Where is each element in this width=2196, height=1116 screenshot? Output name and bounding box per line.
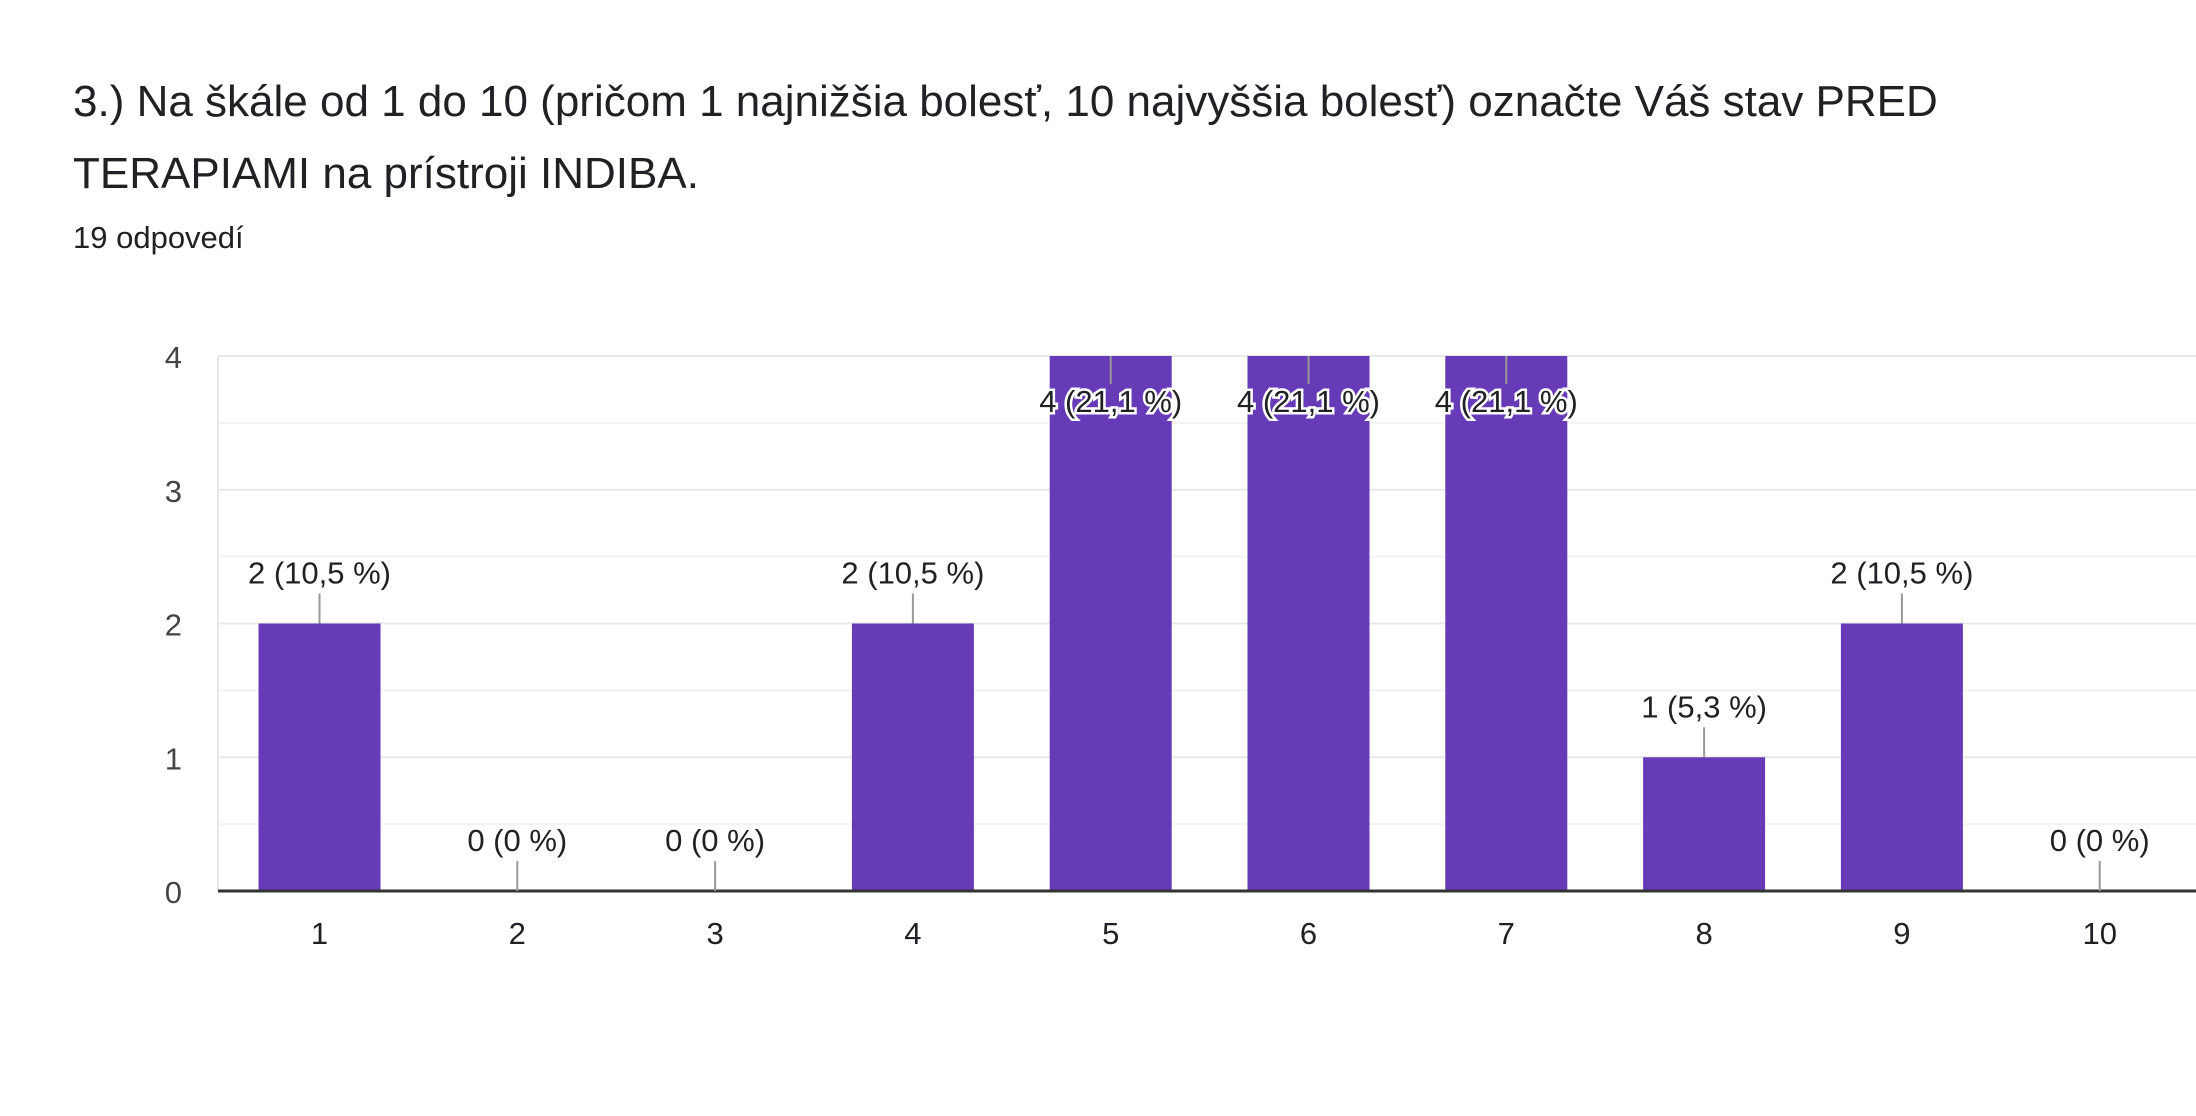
data-label: 0 (0 %) bbox=[665, 823, 765, 858]
bar bbox=[851, 623, 974, 891]
x-tick-label: 8 bbox=[1695, 916, 1712, 951]
x-tick-label: 9 bbox=[1893, 916, 1910, 951]
x-tick-label: 5 bbox=[1102, 916, 1119, 951]
chart-data-labels: 2 (10,5 %) 0 (0 %) 0 (0 %) 2 (10,5 %) 4 (21,… bbox=[248, 356, 2150, 891]
y-tick-label: 1 bbox=[165, 741, 182, 776]
data-label: 4 (21,1 %) bbox=[1237, 384, 1380, 419]
data-label: 4 (21,1 %) bbox=[1039, 384, 1182, 419]
question-title: 3.) Na škále od 1 do 10 (pričom 1 najniž… bbox=[73, 77, 1938, 198]
x-tick-label: 10 bbox=[2082, 916, 2116, 951]
data-label: 0 (0 %) bbox=[2050, 823, 2150, 858]
data-label: 2 (10,5 %) bbox=[1830, 556, 1973, 591]
bar bbox=[1445, 356, 1568, 891]
y-tick-label: 4 bbox=[165, 340, 182, 375]
bar bbox=[1643, 757, 1766, 891]
x-tick-label: 4 bbox=[904, 916, 921, 951]
data-label: 0 (0 %) bbox=[467, 823, 567, 858]
y-tick-label: 2 bbox=[165, 608, 182, 643]
x-tick-label: 3 bbox=[706, 916, 723, 951]
bar bbox=[258, 623, 381, 891]
data-label: 4 (21,1 %) bbox=[1435, 384, 1578, 419]
bar bbox=[1840, 623, 1963, 891]
data-label: 1 (5,3 %) bbox=[1641, 689, 1767, 724]
bar bbox=[1247, 356, 1370, 891]
y-tick-label: 0 bbox=[165, 875, 182, 910]
data-label: 2 (10,5 %) bbox=[248, 556, 391, 591]
chart-axes: 0 1 2 3 4 1 2 3 4 5 6 7 8 9 10 bbox=[165, 340, 2196, 951]
x-tick-label: 1 bbox=[311, 916, 328, 951]
data-label: 2 (10,5 %) bbox=[841, 556, 984, 591]
x-tick-label: 6 bbox=[1300, 916, 1317, 951]
bar bbox=[1049, 356, 1172, 891]
response-count: 19 odpovedí bbox=[73, 220, 244, 255]
chart-bars bbox=[258, 356, 1963, 891]
y-tick-label: 3 bbox=[165, 474, 182, 509]
x-tick-label: 2 bbox=[509, 916, 526, 951]
x-tick-label: 7 bbox=[1498, 916, 1515, 951]
